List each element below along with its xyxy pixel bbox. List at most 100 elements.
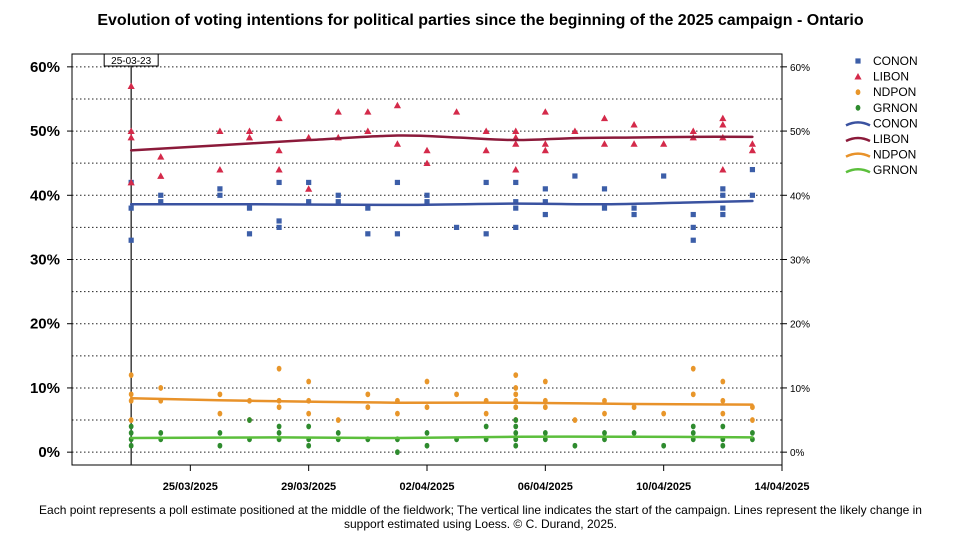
grnon-point: [720, 423, 726, 430]
y-tick-label-left: 50%: [30, 123, 60, 140]
conon-point: [572, 173, 578, 179]
y-tick-label-right: 40%: [790, 191, 810, 202]
libon-point: [364, 127, 372, 134]
grnon-point: [276, 429, 282, 436]
chart-caption: Each point represents a poll estimate po…: [39, 503, 922, 531]
y-tick-label-left: 0%: [38, 444, 60, 461]
conon-point: [217, 192, 223, 198]
ndpon-point: [720, 378, 726, 385]
legend-marker-ndpon: [855, 89, 861, 96]
x-tick-label: 10/04/2025: [636, 481, 691, 493]
libon-point: [275, 114, 283, 122]
conon-point: [720, 205, 726, 211]
conon-point: [217, 186, 223, 192]
legend-marker-grnon: [855, 104, 861, 111]
ndpon-point: [720, 397, 726, 404]
conon-point: [542, 199, 548, 205]
conon-point: [306, 179, 312, 186]
ndpon-point: [690, 391, 696, 398]
libon-point: [334, 108, 342, 115]
ndpon-point: [365, 391, 371, 398]
y-tick-label-right: 10%: [790, 384, 810, 395]
ndpon-point: [513, 404, 519, 411]
conon-point: [542, 211, 548, 218]
gridlines: [72, 66, 782, 453]
conon-point: [661, 173, 667, 179]
libon-point: [157, 153, 165, 160]
libon-point: [216, 127, 224, 134]
ndpon-point: [483, 410, 489, 417]
libon-point: [245, 127, 254, 134]
grnon-point: [631, 429, 637, 436]
conon-loess-line: [129, 199, 754, 207]
conon-point: [720, 192, 726, 198]
ndpon-point: [750, 417, 755, 423]
libon-point: [541, 108, 549, 115]
ndpon-point: [424, 378, 430, 385]
ndpon-point: [513, 385, 519, 391]
campaign-start-label: 25-03-23: [111, 56, 151, 67]
grnon-point: [128, 429, 134, 436]
ndpon-point: [424, 404, 430, 411]
conon-point: [128, 205, 134, 211]
conon-point: [513, 205, 519, 211]
libon-point: [630, 140, 638, 147]
grnon-point: [306, 442, 312, 449]
ndpon-point: [335, 417, 341, 423]
conon-point: [365, 205, 371, 211]
conon-point: [690, 237, 696, 243]
conon-point: [542, 186, 548, 192]
libon-point: [719, 114, 727, 122]
conon-point: [690, 224, 696, 230]
ndpon-point: [631, 404, 637, 411]
ndpon-point: [365, 404, 371, 411]
libon-point: [216, 165, 224, 173]
conon-point: [631, 211, 637, 218]
grnon-point: [424, 429, 430, 436]
libon-point: [689, 127, 697, 134]
grnon-point: [690, 423, 696, 430]
libon-point: [305, 185, 313, 192]
ndpon-point: [306, 378, 312, 385]
ndpon-point: [217, 410, 223, 417]
loess-lines: [129, 134, 754, 440]
campaign-start-label-box: [103, 53, 159, 67]
grnon-point: [217, 429, 223, 436]
ndpon-point: [513, 372, 519, 378]
grnon-point: [306, 423, 312, 430]
conon-point: [513, 224, 519, 230]
grnon-point: [247, 417, 252, 423]
ndpon-point: [158, 385, 164, 391]
ndpon-point: [395, 410, 400, 417]
legend-label-conon: CONON: [873, 116, 918, 130]
y-tick-label-left: 30%: [30, 252, 60, 269]
grnon-loess-line: [129, 435, 754, 440]
ndpon-point: [602, 397, 607, 404]
conon-point: [453, 224, 460, 230]
libon-point: [719, 121, 727, 128]
libon-point: [157, 172, 165, 179]
conon-point: [424, 192, 430, 198]
conon-point: [749, 166, 756, 173]
ndpon-point: [572, 417, 578, 423]
ndpon-point: [454, 391, 459, 398]
ndpon-point: [542, 378, 548, 385]
conon-point: [749, 192, 756, 198]
libon-loess-line: [129, 134, 754, 152]
grnon-point: [335, 429, 341, 436]
x-tick-label: 29/03/2025: [281, 481, 336, 493]
conon-point: [335, 199, 341, 205]
conon-point: [394, 231, 401, 237]
x-tick-label: 25/03/2025: [163, 481, 218, 493]
grnon-point: [661, 442, 667, 449]
ndpon-point: [276, 404, 282, 411]
conon-point: [158, 199, 164, 205]
legend-marker-conon: [855, 58, 861, 64]
conon-point: [483, 179, 489, 186]
libon-point: [512, 127, 520, 134]
libon-point: [630, 121, 638, 128]
legend-label-grnon: GRNON: [873, 163, 918, 177]
grnon-point: [158, 429, 164, 436]
libon-point: [512, 133, 520, 141]
y-tick-label-right: 20%: [790, 320, 810, 331]
